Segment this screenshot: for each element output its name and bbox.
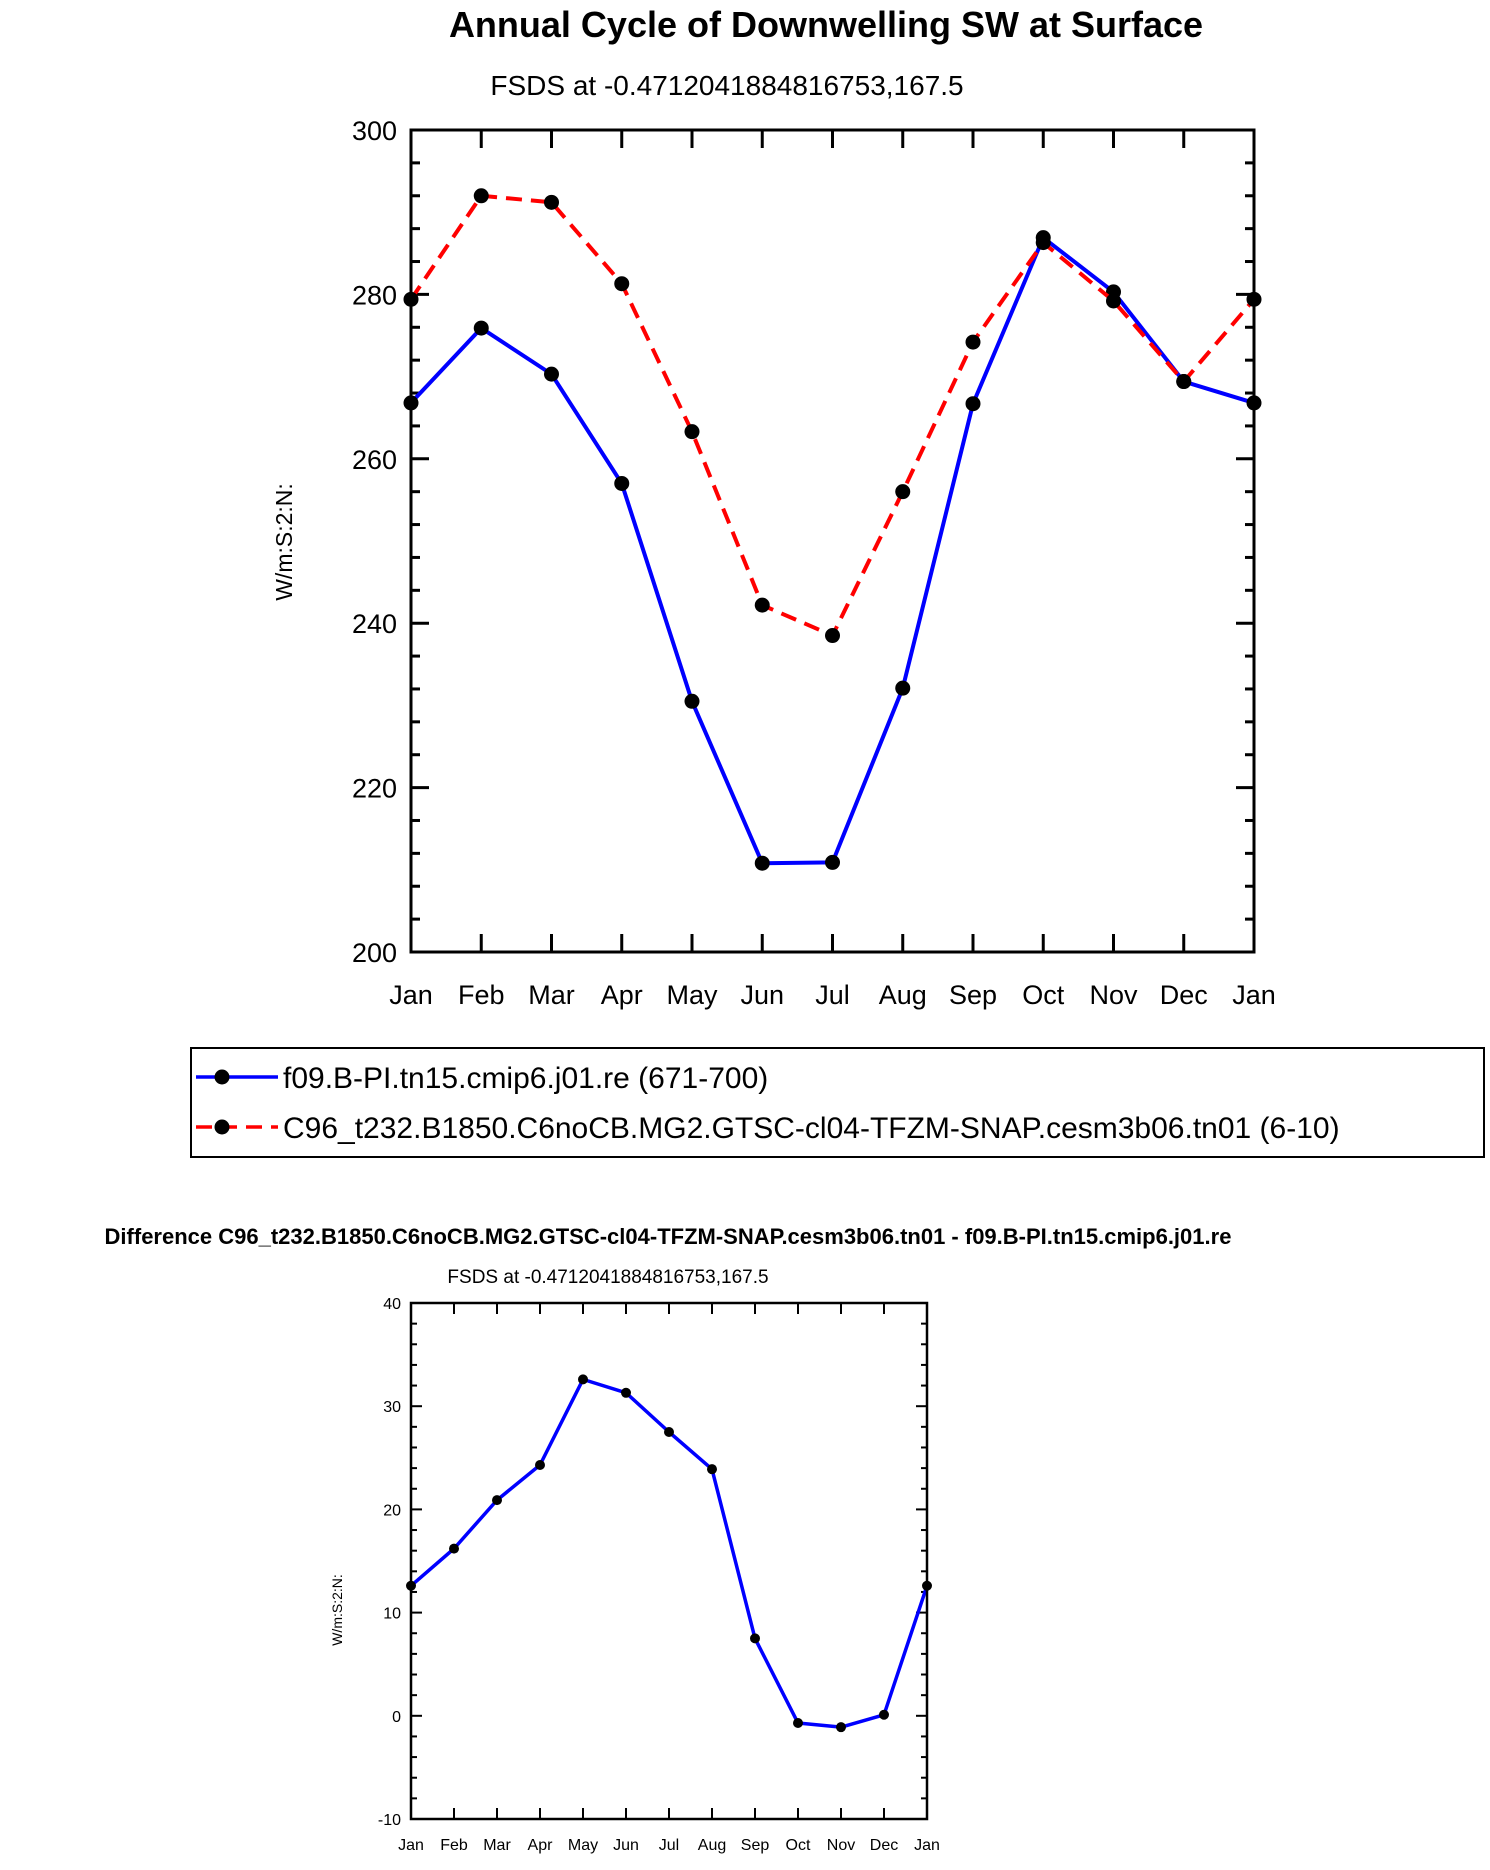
y-tick-label: 240 [352, 609, 397, 639]
data-point-series-1 [664, 1427, 674, 1437]
chart1-subtitle: FSDS at -0.4712041884816753,167.5 [490, 70, 963, 101]
legend: f09.B-PI.tn15.cmip6.j01.re (671-700) C96… [190, 1047, 1485, 1158]
data-point-series-1 [750, 1633, 760, 1644]
x-tick-label: Mar [483, 1837, 511, 1854]
chart1-plot-frame [409, 128, 1256, 954]
y-tick-label: 10 [383, 1606, 401, 1623]
x-tick-label: Dec [1160, 980, 1208, 1010]
data-point-series-1 [449, 1543, 459, 1554]
data-point-series-1 [836, 1722, 846, 1733]
data-point-series-1 [895, 680, 911, 696]
chart1-series [403, 188, 1262, 871]
data-point-series-2 [754, 597, 770, 613]
y-tick-label: 20 [383, 1502, 401, 1519]
y-tick-label: 280 [352, 280, 397, 310]
data-point-series-2 [684, 424, 700, 440]
chart2-series [406, 1374, 932, 1733]
data-point-series-2 [544, 194, 559, 210]
chart2-title: Difference C96_t232.B1850.C6noCB.MG2.GTS… [105, 1224, 1232, 1249]
data-point-series-1 [879, 1709, 889, 1720]
data-point-series-2 [473, 188, 489, 204]
chart2-axis-ticks [410, 1302, 928, 1820]
x-tick-label: Oct [786, 1837, 811, 1854]
y-tick-label: 200 [352, 938, 397, 968]
chart1-y-tick-labels: 200 220 240 260 280 300 [352, 116, 397, 968]
x-tick-label: Jan [398, 1837, 424, 1854]
data-point-series-1 [684, 693, 700, 709]
data-point-series-2 [1176, 374, 1192, 390]
x-tick-label: Jun [613, 1837, 639, 1854]
x-tick-label: Feb [458, 980, 505, 1010]
y-tick-label: 260 [352, 445, 397, 475]
data-point-series-2 [965, 334, 981, 350]
data-point-series-1 [707, 1464, 717, 1475]
data-point-series-1 [492, 1495, 502, 1506]
legend-label-series-2: C96_t232.B1850.C6noCB.MG2.GTSC-cl04-TFZM… [283, 1112, 1340, 1145]
data-point-series-2 [825, 628, 840, 644]
data-point-series-1 [614, 475, 630, 491]
chart2-plot-frame [409, 1301, 929, 1821]
x-tick-label: Jun [740, 980, 784, 1010]
x-tick-label: May [666, 980, 718, 1010]
data-point-series-1 [825, 854, 840, 870]
x-tick-label: Nov [1089, 980, 1138, 1010]
legend-label-series-1: f09.B-PI.tn15.cmip6.j01.re (671-700) [283, 1062, 768, 1095]
x-tick-label: Aug [698, 1837, 726, 1854]
x-tick-label: Dec [870, 1837, 898, 1854]
chart1-ylabel: W/m:S:2:N: [271, 483, 297, 601]
chart1-x-tick-labels: Jan Feb Mar Apr May Jun Jul Aug Sep Oct Nov Dec Jan [389, 980, 1276, 1010]
data-point-series-2 [614, 276, 630, 292]
x-tick-label: Jul [815, 980, 850, 1010]
chart1-title: Annual Cycle of Downwelling SW at Surfac… [449, 4, 1203, 45]
data-point-series-2 [1035, 235, 1051, 251]
x-tick-label: Jan [389, 980, 433, 1010]
data-point-series-1 [578, 1374, 588, 1385]
chart2-y-tick-labels: -10 0 10 20 30 40 [378, 1296, 401, 1829]
chart2-x-tick-labels: Jan Feb Mar Apr May Jun Jul Aug Sep Oct Nov Dec Jan [398, 1837, 940, 1854]
data-point-series-1 [473, 320, 489, 336]
x-tick-label: Jul [659, 1837, 679, 1854]
legend-box [190, 1047, 1485, 1158]
legend-marker-series-2 [214, 1119, 230, 1135]
x-tick-label: Oct [1022, 980, 1065, 1010]
y-tick-label: -10 [378, 1812, 401, 1829]
x-tick-label: Apr [528, 1837, 554, 1854]
y-tick-label: 0 [392, 1709, 401, 1726]
data-point-series-2 [895, 484, 911, 500]
data-point-series-1 [621, 1387, 631, 1398]
chart2-subtitle: FSDS at -0.4712041884816753,167.5 [447, 1267, 768, 1288]
x-tick-label: Sep [741, 1837, 770, 1854]
x-tick-label: Aug [879, 980, 927, 1010]
data-point-series-1 [965, 396, 981, 412]
y-tick-label: 30 [383, 1399, 401, 1416]
legend-marker-series-1 [214, 1069, 230, 1085]
x-tick-label: Apr [601, 980, 643, 1010]
x-tick-label: May [568, 1837, 598, 1854]
x-tick-label: Mar [528, 980, 575, 1010]
x-tick-label: Feb [440, 1837, 468, 1854]
x-tick-label: Sep [949, 980, 997, 1010]
x-tick-label: Jan [1232, 980, 1276, 1010]
y-tick-label: 220 [352, 774, 397, 804]
x-tick-label: Jan [914, 1837, 940, 1854]
data-point-series-1 [754, 855, 770, 871]
y-tick-label: 40 [383, 1296, 401, 1313]
y-tick-label: 300 [352, 116, 397, 146]
chart2-ylabel: W/m:S:2:N: [329, 1574, 345, 1646]
series-line-2 [409, 193, 1256, 638]
data-point-series-1 [535, 1460, 545, 1471]
data-point-series-1 [793, 1718, 803, 1729]
chart1-axis-ticks [409, 128, 1256, 954]
series-line-1 [409, 235, 1255, 866]
data-point-series-1 [544, 366, 559, 382]
data-point-series-2 [1106, 293, 1121, 309]
x-tick-label: Nov [827, 1837, 855, 1854]
